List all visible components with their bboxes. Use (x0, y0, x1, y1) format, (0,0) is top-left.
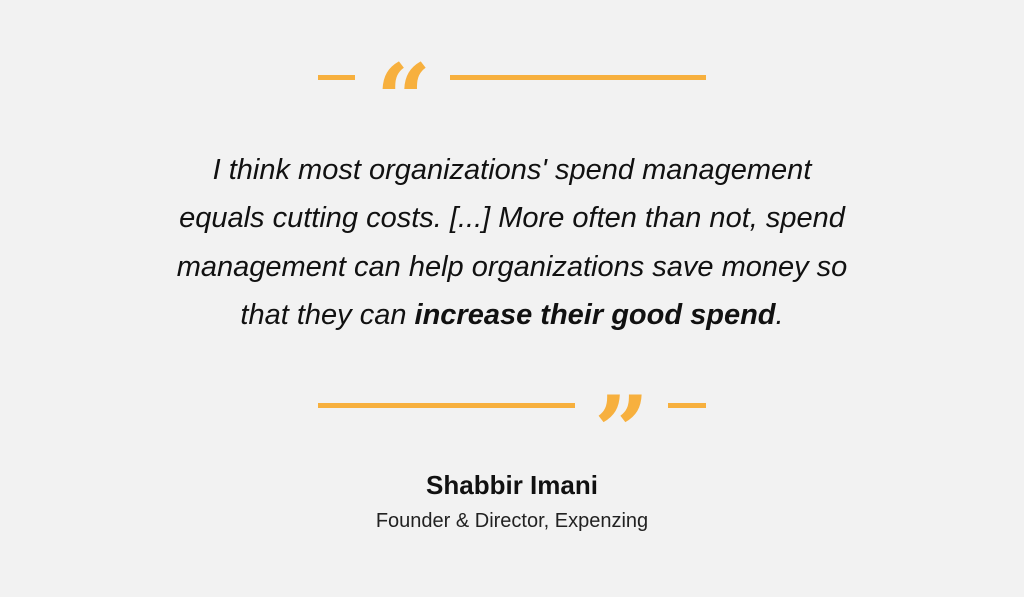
quote-line: management can help organizations save m… (176, 251, 848, 283)
quote-text: . (775, 299, 784, 331)
close-quote-mark: ” (594, 375, 650, 488)
author-role: Founder & Director, Expenzing (375, 510, 649, 532)
quote-line: equals cutting costs. [...] More often t… (179, 202, 845, 234)
quote-line: that they can increase their good spend. (0, 298, 1024, 332)
open-quote-mark: “ (376, 43, 432, 156)
divider (668, 403, 706, 408)
quote-emphasis: increase their good spend (414, 299, 776, 331)
quote-line: I think most organizations' spend manage… (212, 154, 812, 186)
divider (450, 75, 706, 80)
quote-text: that they can (240, 299, 415, 331)
divider (318, 75, 355, 80)
divider (318, 403, 575, 408)
author-name: Shabbir Imani (426, 470, 598, 500)
